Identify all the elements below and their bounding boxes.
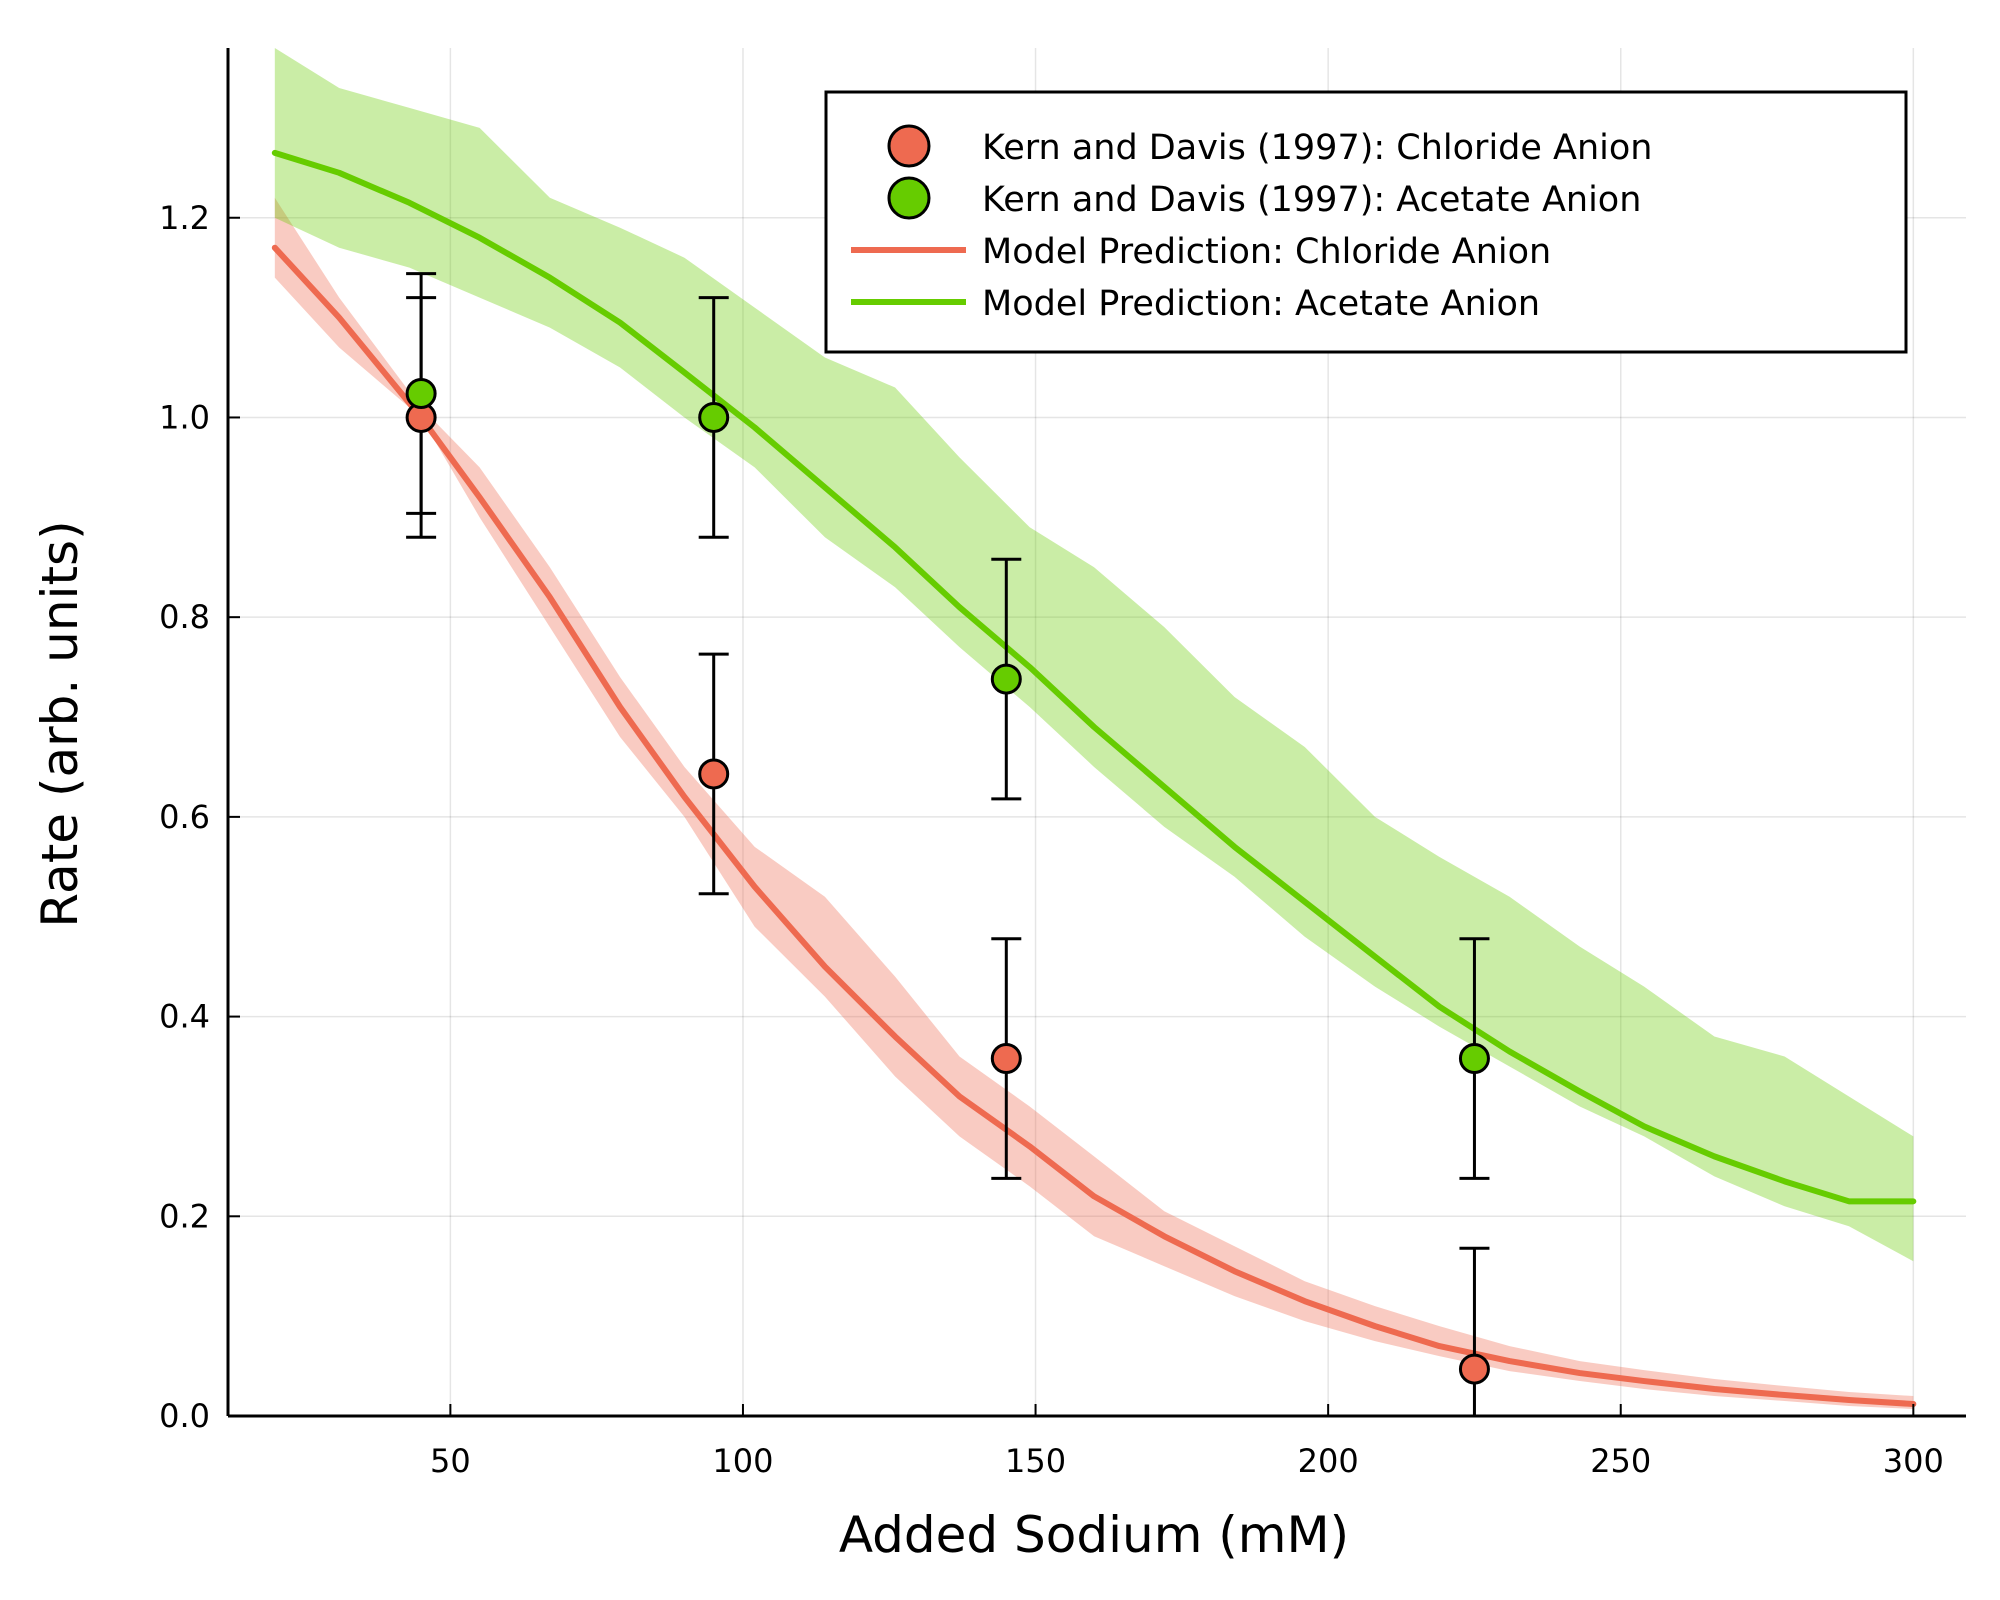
y-tick-label: 1.0 [159,398,210,436]
legend-label-model-prediction-acetate-anion: Model Prediction: Acetate Anion [982,284,1540,324]
y-tick-label: 0.4 [159,998,210,1036]
y-tick-label: 0.6 [159,798,210,836]
model-prediction-chloride-anion-line [271,244,1917,1408]
x-tick-label: 50 [430,1442,471,1480]
kern-and-davis-1997-chloride-anion-point [698,758,730,790]
kern-and-davis-1997-chloride-anion-point [990,1043,1022,1075]
legend-label-model-prediction-chloride-anion: Model Prediction: Chloride Anion [982,232,1551,272]
y-axis-label: Rate (arb. units) [31,520,89,927]
axes: 50 100 150 200 250 300 0.0 0.2 0.4 0.6 0.8 1.0 1.2 [159,48,1966,1480]
data-points [405,272,1490,1418]
model-prediction-chloride-anion-band [274,197,1914,1410]
x-tick-label: 150 [1005,1442,1066,1480]
legend-marker-kern-and-davis-1997-acetate-anion [887,176,931,220]
legend-box [824,90,1908,354]
kern-and-davis-1997-acetate-anion-point [990,663,1022,695]
confidence-bands [274,48,1914,1410]
y-tick-label: 0.8 [159,598,210,636]
model-prediction-acetate-anion-line [271,149,1917,1205]
x-tick-label: 300 [1883,1442,1944,1480]
y-tick-label: 0.0 [159,1397,210,1435]
model-lines [271,149,1917,1408]
x-tick-label: 250 [1590,1442,1651,1480]
legend-marker-kern-and-davis-1997-chloride-anion [887,124,931,168]
y-tick-label: 0.2 [159,1197,210,1235]
legend-label-kern-and-davis-1997-chloride-anion: Kern and Davis (1997): Chloride Anion [982,128,1653,168]
legend: Kern and Davis (1997): Chloride Anion Ker… [824,90,1908,354]
model-prediction-acetate-anion-band [274,48,1914,1262]
x-tick-label: 100 [712,1442,773,1480]
kern-and-davis-1997-acetate-anion-point [698,401,730,433]
legend-label-kern-and-davis-1997-acetate-anion: Kern and Davis (1997): Acetate Anion [982,180,1641,220]
x-tick-label: 200 [1298,1442,1359,1480]
kern-and-davis-1997-acetate-anion-point [405,377,437,409]
kern-and-davis-1997-acetate-anion-point [1458,1043,1490,1075]
kern-and-davis-1997-chloride-anion-point [1458,1353,1490,1385]
x-axis-label: Added Sodium (mM) [839,1506,1349,1564]
y-tick-label: 1.2 [159,199,210,237]
